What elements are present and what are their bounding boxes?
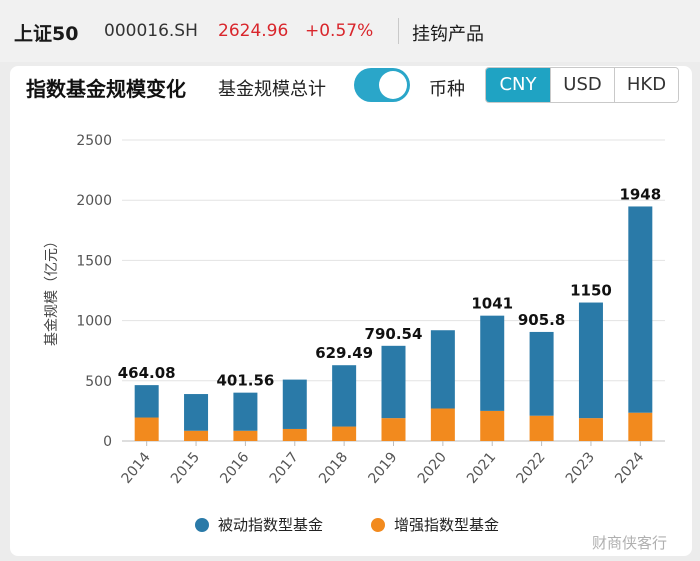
bar-passive	[381, 345, 406, 419]
card-title: 指数基金规模变化	[26, 77, 186, 101]
index-name: 上证50	[14, 23, 79, 45]
x-tick-label: 2020	[415, 449, 450, 487]
currency-cny-button[interactable]: CNY	[486, 68, 550, 102]
bar-passive	[134, 385, 159, 418]
x-tick-label: 2021	[464, 449, 499, 487]
index-change: +0.57%	[305, 21, 374, 41]
y-tick-label: 1000	[76, 314, 112, 330]
x-tick-label: 2024	[612, 449, 647, 487]
x-tick-label: 2019	[365, 449, 400, 487]
data-label: 1948	[619, 185, 661, 203]
x-tick-label: 2017	[267, 449, 302, 487]
data-label: 905.8	[518, 311, 565, 329]
bar-enhanced	[184, 430, 209, 441]
data-label: 790.54	[365, 325, 423, 343]
y-tick-label: 2500	[76, 133, 112, 149]
index-price: 2624.96	[218, 21, 289, 41]
bar-passive	[578, 302, 603, 419]
bar-passive	[430, 330, 455, 409]
bar-enhanced	[578, 418, 603, 441]
bar-passive	[282, 379, 307, 429]
y-tick-label: 0	[103, 434, 112, 450]
header-divider	[398, 18, 399, 44]
quote-header: 上证50 000016.SH 2624.96 +0.57% 挂钩产品	[0, 0, 700, 62]
toggle-knob	[379, 71, 407, 99]
data-label: 401.56	[216, 372, 274, 390]
y-axis-title: 基金规模（亿元）	[43, 234, 60, 346]
legend-swatch-enhanced	[371, 518, 385, 532]
y-tick-label: 2000	[76, 193, 112, 209]
legend-label-enhanced: 增强指数型基金	[394, 516, 500, 534]
x-tick-label: 2018	[316, 449, 351, 487]
data-label: 1041	[471, 295, 513, 313]
data-label: 1150	[570, 282, 612, 300]
x-tick-label: 2022	[513, 449, 548, 487]
bar-enhanced	[628, 412, 653, 441]
index-code: 000016.SH	[104, 21, 198, 41]
bar-enhanced	[332, 426, 357, 441]
legend-label-passive: 被动指数型基金	[218, 516, 324, 534]
linked-products-link[interactable]: 挂钩产品	[412, 24, 484, 45]
x-tick-label: 2016	[217, 449, 252, 487]
total-size-toggle[interactable]	[354, 68, 410, 102]
watermark: 财商侠客行	[592, 534, 668, 552]
y-tick-label: 500	[85, 374, 112, 390]
bar-enhanced	[134, 417, 159, 441]
currency-usd-button[interactable]: USD	[550, 68, 614, 102]
bar-enhanced	[282, 428, 307, 441]
bar-enhanced	[529, 415, 554, 441]
bar-enhanced	[480, 410, 505, 441]
currency-selector: CNY USD HKD	[485, 67, 679, 103]
bar-passive	[529, 331, 554, 416]
data-label: 629.49	[315, 344, 373, 362]
bar-passive	[628, 206, 653, 413]
x-tick-label: 2015	[168, 449, 203, 487]
bar-passive	[233, 392, 258, 431]
currency-label: 币种	[429, 79, 465, 100]
bar-passive	[184, 394, 209, 431]
total-size-toggle-label: 基金规模总计	[218, 79, 326, 100]
bar-enhanced	[430, 408, 455, 441]
fund-size-card: 指数基金规模变化 基金规模总计 币种 CNY USD HKD	[10, 66, 692, 556]
currency-hkd-button[interactable]: HKD	[614, 68, 678, 102]
x-tick-label: 2023	[563, 449, 598, 487]
x-tick-label: 2014	[119, 449, 154, 487]
y-tick-label: 1500	[76, 253, 112, 269]
bar-passive	[480, 315, 505, 411]
legend-swatch-passive	[195, 518, 209, 532]
data-label: 464.08	[118, 364, 176, 382]
bar-enhanced	[381, 418, 406, 441]
bar-enhanced	[233, 430, 258, 441]
bar-passive	[332, 365, 357, 427]
